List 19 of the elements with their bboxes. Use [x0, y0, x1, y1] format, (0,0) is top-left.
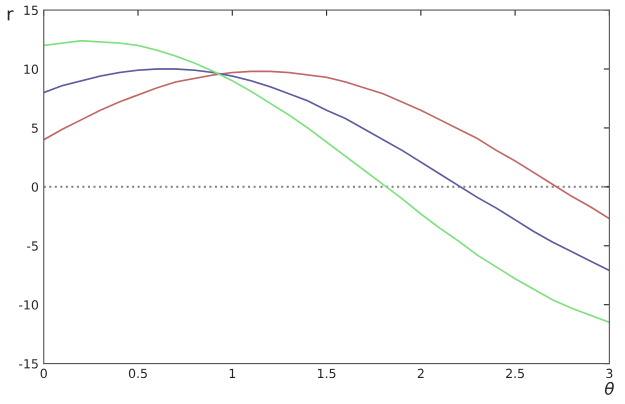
y-tick-label: -15	[19, 359, 38, 369]
line-series	[44, 40, 610, 324]
y-tick-label: 0	[32, 182, 38, 192]
x-tick-label: 1	[230, 368, 236, 378]
y-tick-label: -5	[27, 241, 38, 251]
x-axis-title: θ	[604, 382, 614, 395]
x-tick-label: 2	[418, 368, 424, 378]
y-tick-label: 5	[32, 124, 38, 133]
x-tick-label: 2.5	[506, 368, 524, 378]
y-tick-label: 15	[24, 6, 38, 16]
x-tick-label: 0	[40, 368, 47, 378]
y-axis-title: r	[8, 10, 14, 20]
x-tick-label: 3	[606, 368, 612, 378]
y-tick-label: -10	[19, 300, 38, 310]
x-tick-label: 0.5	[128, 368, 147, 378]
y-tick-label: 10	[24, 64, 38, 74]
x-tick-label: 1.5	[318, 368, 336, 378]
line-series	[44, 70, 610, 220]
line-series	[44, 68, 610, 272]
